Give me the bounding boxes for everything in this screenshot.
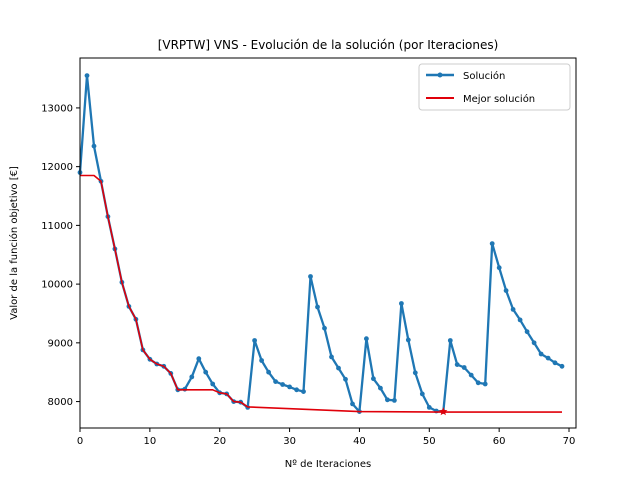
series-point-0-59 [489,241,495,247]
series-point-0-63 [517,317,523,323]
series-point-0-27 [266,369,271,375]
series-point-0-42 [371,376,376,382]
x-tick-label-6: 60 [493,436,506,447]
series-point-0-31 [294,387,299,393]
series-point-0-65 [531,340,537,346]
series-point-0-1 [84,73,90,78]
series-point-0-29 [280,382,285,387]
series-point-0-58 [482,381,488,387]
series-point-0-66 [538,351,544,357]
x-tick-label-0: 0 [77,436,83,447]
x-tick-label-2: 20 [213,436,226,447]
series-point-0-19 [210,381,216,387]
y-tick-label-0: 8000 [48,397,73,408]
series-point-0-60 [496,265,502,271]
series-point-0-43 [378,385,383,391]
series-point-0-61 [503,288,509,293]
axes-frame [79,57,577,429]
plot-area [77,57,577,429]
series-point-0-50 [426,405,432,410]
series-point-0-67 [545,355,551,361]
x-tick-label-1: 10 [143,436,156,447]
series-point-0-28 [273,379,278,384]
y-tick-label-4: 12000 [41,162,73,173]
series-point-0-68 [552,360,558,366]
series-point-0-34 [315,304,320,310]
y-tick-label-3: 11000 [41,221,73,232]
x-tick-label-4: 40 [353,436,366,447]
y-tick-label-1: 9000 [48,338,73,349]
series-point-0-36 [329,354,334,360]
series-point-0-53 [447,338,453,343]
series-point-0-35 [322,325,327,331]
series-point-0-30 [287,384,292,390]
series-point-0-41 [364,336,369,342]
x-tick-label-5: 50 [423,436,436,447]
series-point-0-26 [259,358,264,363]
x-axis-label: Nº de Iteraciones [285,459,371,470]
series-point-0-17 [196,356,202,362]
series-point-0-38 [343,376,348,382]
series-point-0-18 [203,369,209,375]
series-point-0-56 [468,372,474,378]
series-line-1 [80,174,562,413]
series-point-0-39 [350,401,355,407]
series-point-0-44 [385,397,390,403]
x-tick-label-3: 30 [283,436,296,447]
series-point-0-37 [336,365,341,371]
legend-label-solucion: Solución [463,70,505,82]
legend-box [418,63,571,111]
series-point-0-55 [461,365,467,370]
series-point-0-33 [308,274,313,279]
series-point-0-32 [301,389,306,394]
series-point-0-49 [419,391,425,397]
y-axis-label: Valor de la función objetivo [€] [8,166,20,320]
series-point-0-16 [189,374,195,380]
series-point-0-25 [252,338,257,343]
y-tick-label-2: 10000 [41,280,73,291]
series-point-0-64 [524,329,530,335]
x-axis: 0 10 20 30 40 50 60 70 [77,428,576,447]
series-point-0-47 [405,337,411,343]
x-tick-label-7: 70 [563,436,576,447]
y-tick-label-5: 13000 [41,103,73,114]
legend-marker-solucion [437,72,443,78]
series-point-0-54 [454,362,460,367]
series-point-0-2 [91,143,97,149]
legend-label-mejor: Mejor solución [463,93,535,105]
series-point-0-57 [475,380,481,386]
series-point-0-46 [399,301,404,306]
series-point-0-48 [412,370,418,376]
series-point-0-62 [510,307,516,312]
series-point-0-45 [392,398,397,403]
y-axis: 8000 9000 10000 11000 12000 13000 [41,103,80,408]
legend: Solución Mejor solución [418,63,571,111]
series-point-0-69 [559,363,565,369]
chart-title: [VRPTW] VNS - Evolución de la solución (… [158,38,499,52]
best-point-star [439,407,448,416]
